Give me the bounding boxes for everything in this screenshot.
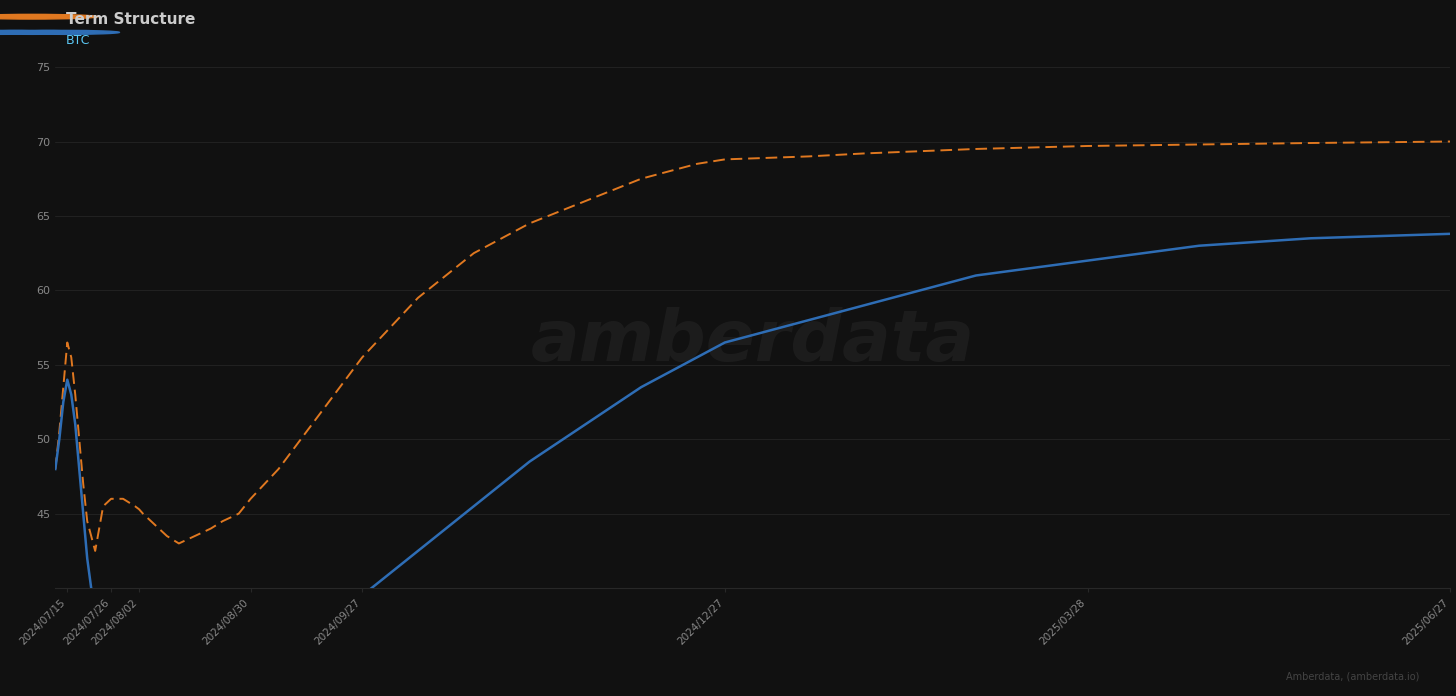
Text: Amberdata, (amberdata.io): Amberdata, (amberdata.io) bbox=[1286, 671, 1420, 681]
Text: Term Structure: Term Structure bbox=[66, 12, 195, 27]
Circle shape bbox=[0, 31, 87, 34]
Text: amberdata: amberdata bbox=[530, 307, 976, 376]
Circle shape bbox=[0, 15, 98, 19]
Text: BTC: BTC bbox=[66, 34, 90, 47]
Circle shape bbox=[9, 31, 119, 34]
Circle shape bbox=[0, 31, 55, 34]
